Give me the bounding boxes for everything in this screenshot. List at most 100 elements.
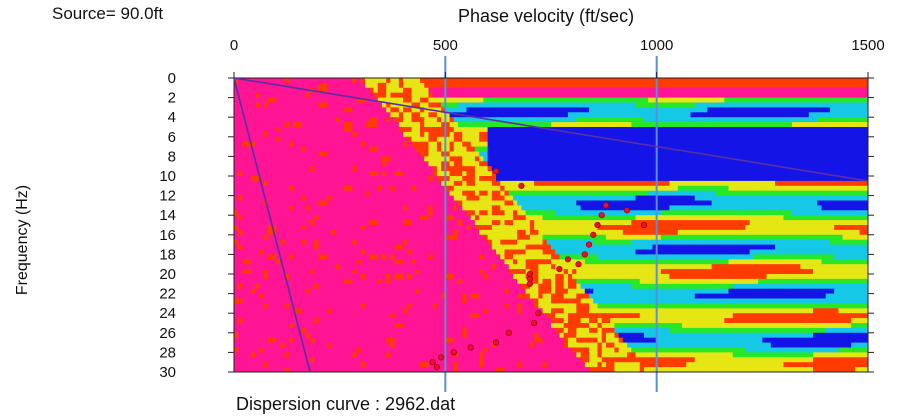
- heat-cell: [783, 112, 789, 118]
- heat-cell: [403, 141, 408, 148]
- heat-cell: [496, 122, 501, 128]
- heat-cell: [643, 127, 649, 133]
- heat-cell: [255, 190, 260, 197]
- heat-cell: [589, 234, 594, 241]
- heat-cell: [297, 225, 303, 231]
- heat-cell: [673, 234, 679, 241]
- heat-cell: [517, 82, 523, 89]
- heat-cell: [390, 117, 396, 123]
- heat-cell: [466, 220, 472, 226]
- heat-cell: [534, 131, 539, 138]
- heat-cell: [715, 127, 721, 133]
- heat-cell: [711, 131, 717, 138]
- heat-cell: [284, 210, 290, 216]
- heat-cell: [415, 97, 421, 104]
- heat-cell: [643, 225, 649, 231]
- heat-cell: [745, 117, 751, 123]
- heat-cell: [407, 171, 413, 177]
- heat-cell: [369, 156, 375, 162]
- heat-cell: [458, 146, 463, 153]
- heat-cell: [555, 161, 561, 167]
- heat-cell: [652, 141, 658, 148]
- heat-cell: [694, 146, 700, 153]
- heat-cell: [403, 82, 408, 89]
- heat-cell: [348, 117, 353, 123]
- heat-cell: [656, 156, 662, 162]
- heat-cell: [652, 107, 658, 113]
- heat-cell: [559, 195, 565, 202]
- heat-cell: [652, 190, 658, 197]
- heat-cell: [551, 185, 556, 192]
- heat-cell: [331, 82, 337, 89]
- heat-cell: [791, 102, 797, 108]
- heat-cell: [428, 166, 434, 172]
- heat-cell: [694, 82, 700, 89]
- heat-cell: [512, 225, 518, 231]
- heat-cell: [246, 141, 252, 148]
- heat-cell: [267, 78, 273, 84]
- heat-cell: [449, 185, 455, 192]
- heat-cell: [720, 92, 725, 99]
- heat-cell: [381, 161, 387, 167]
- heat-cell: [491, 176, 497, 182]
- heat-cell: [618, 161, 624, 167]
- heat-cell: [356, 220, 362, 226]
- heat-cell: [267, 122, 273, 128]
- heat-cell: [458, 78, 463, 84]
- heat-cell: [407, 136, 413, 143]
- heat-cell: [436, 171, 442, 177]
- heat-cell: [470, 234, 476, 241]
- heat-cell: [796, 190, 801, 197]
- heat-cell: [791, 78, 797, 84]
- heat-cell: [669, 122, 675, 128]
- heat-cell: [686, 176, 692, 182]
- heat-cell: [601, 225, 607, 231]
- heat-cell: [732, 215, 738, 221]
- heat-cell: [267, 234, 273, 241]
- heat-cell: [424, 210, 430, 216]
- heat-cell: [821, 122, 827, 128]
- heat-cell: [424, 229, 430, 236]
- heat-cell: [424, 200, 430, 206]
- heat-cell: [255, 102, 260, 108]
- heat-cell: [415, 210, 421, 216]
- heat-cell: [720, 127, 725, 133]
- heat-cell: [715, 190, 721, 197]
- heat-cell: [534, 78, 539, 84]
- heat-cell: [318, 195, 324, 202]
- heat-cell: [242, 131, 248, 138]
- heat-cell: [686, 141, 692, 148]
- heat-cell: [736, 127, 742, 133]
- heat-cell: [272, 156, 277, 162]
- heat-cell: [842, 171, 848, 177]
- heat-cell: [622, 229, 628, 236]
- heat-cell: [436, 146, 442, 153]
- heat-cell: [238, 171, 244, 177]
- heat-cell: [538, 127, 544, 133]
- heat-cell: [424, 225, 430, 231]
- heat-cell: [360, 234, 366, 241]
- heat-cell: [859, 112, 865, 118]
- heat-cell: [698, 141, 704, 148]
- heat-cell: [673, 92, 679, 99]
- heat-cell: [348, 97, 353, 104]
- heat-cell: [288, 180, 294, 187]
- heat-cell: [851, 127, 856, 133]
- heat-cell: [305, 239, 311, 246]
- heat-cell: [293, 171, 298, 177]
- heat-cell: [863, 176, 868, 182]
- heat-cell: [305, 215, 311, 221]
- heat-cell: [762, 141, 768, 148]
- heat-cell: [318, 78, 324, 84]
- heat-cell: [787, 225, 793, 231]
- heat-cell: [432, 117, 438, 123]
- heat-cell: [310, 131, 315, 138]
- heat-cell: [234, 87, 239, 94]
- heat-cell: [707, 92, 713, 99]
- heat-cell: [529, 87, 535, 94]
- heat-cell: [732, 220, 738, 226]
- heat-cell: [736, 112, 742, 118]
- heat-cell: [800, 92, 806, 99]
- heat-cell: [525, 220, 531, 226]
- heat-cell: [758, 166, 763, 172]
